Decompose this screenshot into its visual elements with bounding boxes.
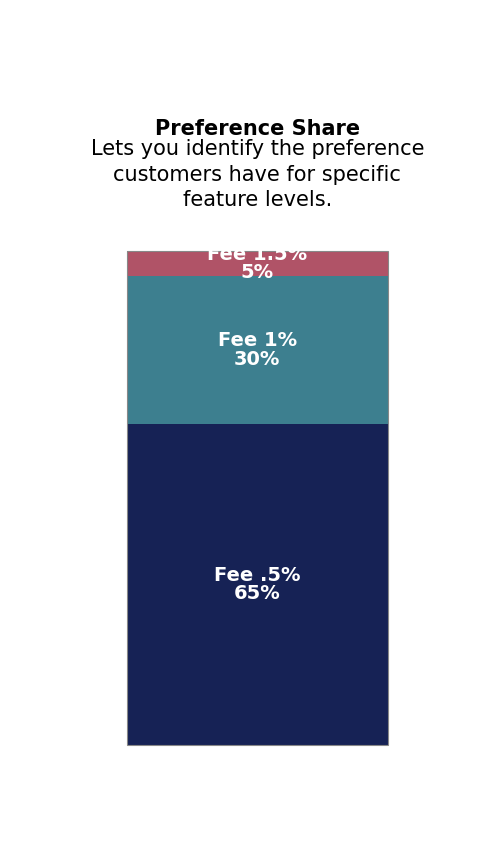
Text: Lets you identify the preference
customers have for specific
feature levels.: Lets you identify the preference custome… (90, 139, 423, 211)
Bar (127, 251, 387, 276)
Bar (127, 276, 387, 424)
Text: 5%: 5% (240, 263, 273, 282)
Text: Fee 1%: Fee 1% (217, 331, 296, 350)
Text: 65%: 65% (233, 585, 280, 603)
Text: Preference Share: Preference Share (154, 119, 359, 140)
Bar (127, 251, 387, 746)
Text: 30%: 30% (233, 349, 280, 369)
Bar (127, 424, 387, 746)
Text: Fee .5%: Fee .5% (213, 566, 300, 585)
Text: Fee 1.5%: Fee 1.5% (207, 245, 307, 264)
